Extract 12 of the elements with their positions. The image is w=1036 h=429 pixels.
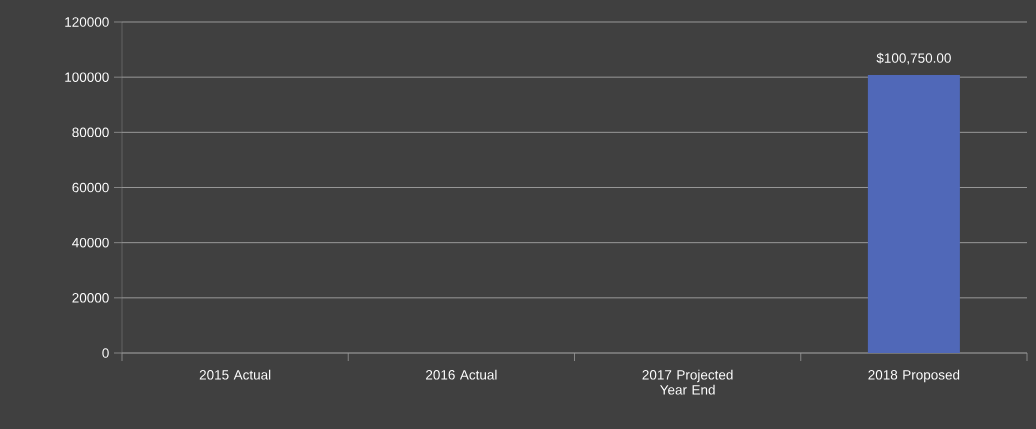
y-tick-label: 100000	[65, 72, 109, 82]
y-tick-label: 40000	[72, 237, 109, 248]
y-tick-label: 20000	[72, 293, 109, 303]
x-tick-label: 2016 Actual	[426, 369, 497, 380]
y-tick-label: 80000	[72, 127, 109, 138]
data-label: $100,750.00	[876, 52, 951, 65]
x-tick-label: 2015 Actual	[199, 369, 271, 380]
y-tick-label: 60000	[72, 182, 109, 193]
x-tick-label: 2017 Projected Year End	[642, 369, 733, 395]
y-tick-label: 0	[102, 348, 109, 358]
x-tick-label: 2018 Proposed	[868, 369, 960, 383]
y-tick-label: 120000	[65, 17, 109, 27]
